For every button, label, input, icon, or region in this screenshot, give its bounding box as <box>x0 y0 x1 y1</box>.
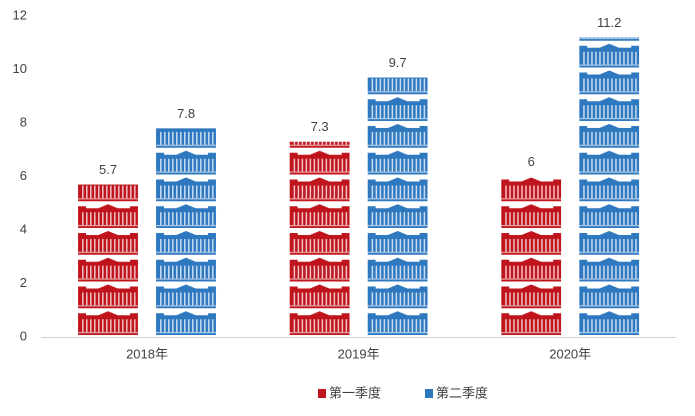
legend-label: 第一季度 <box>329 385 381 400</box>
legend-swatch <box>318 389 326 398</box>
value-label: 5.7 <box>99 162 117 177</box>
y-tick-label: 10 <box>13 61 27 76</box>
x-tick-label: 2019年 <box>338 346 380 361</box>
bar <box>78 184 139 337</box>
value-label: 11.2 <box>597 15 621 30</box>
y-tick-label: 0 <box>20 328 27 343</box>
bar <box>367 77 428 338</box>
bar <box>156 128 217 337</box>
legend-label: 第二季度 <box>436 385 488 400</box>
value-label: 6 <box>528 154 535 169</box>
bar <box>289 141 350 337</box>
y-tick-label: 2 <box>20 275 27 290</box>
value-label: 7.8 <box>177 106 195 121</box>
legend-swatch <box>425 389 433 398</box>
y-tick-label: 6 <box>20 168 27 183</box>
y-tick-label: 4 <box>20 221 27 236</box>
x-tick-label: 2018年 <box>126 346 168 361</box>
value-label: 9.7 <box>389 55 407 70</box>
x-tick-label: 2020年 <box>549 346 591 361</box>
y-tick-label: 8 <box>20 114 27 129</box>
value-label: 7.3 <box>311 119 329 134</box>
bar <box>579 37 640 338</box>
y-tick-label: 12 <box>13 7 27 22</box>
bar <box>501 176 562 337</box>
